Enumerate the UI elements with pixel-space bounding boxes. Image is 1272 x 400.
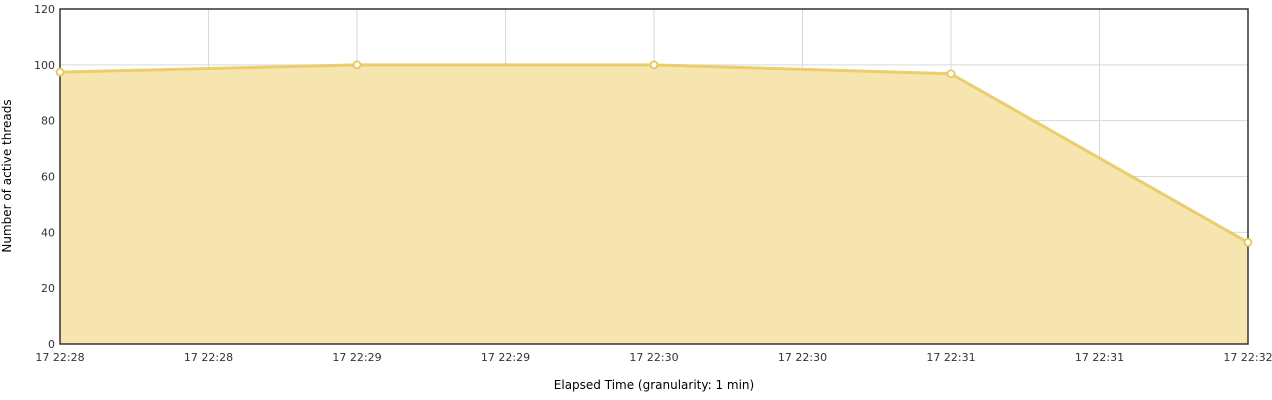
x-tick-label: 17 22:31 bbox=[926, 351, 975, 364]
x-tick-label: 17 22:30 bbox=[629, 351, 678, 364]
area-layer bbox=[59, 63, 1249, 344]
x-tick-label: 17 22:29 bbox=[332, 351, 381, 364]
y-tick-label: 60 bbox=[41, 171, 55, 184]
x-tick-label: 17 22:28 bbox=[184, 351, 233, 364]
y-tick-label: 20 bbox=[41, 282, 55, 295]
points bbox=[55, 60, 1253, 247]
x-tick-label: 17 22:30 bbox=[778, 351, 827, 364]
y-tick-label: 120 bbox=[34, 3, 55, 16]
data-point bbox=[55, 67, 65, 77]
y-tick-label: 80 bbox=[41, 115, 55, 128]
data-point bbox=[352, 60, 362, 70]
x-axis-ticks: 17 22:28 17 22:28 17 22:29 17 22:29 17 22:30… bbox=[35, 351, 1272, 364]
x-tick-label: 17 22:32 bbox=[1223, 351, 1272, 364]
data-point bbox=[649, 60, 659, 70]
x-tick-label: 17 22:29 bbox=[481, 351, 530, 364]
series-area bbox=[60, 64, 1248, 344]
x-tick-label: 17 22:31 bbox=[1075, 351, 1124, 364]
x-tick-label: 17 22:28 bbox=[35, 351, 84, 364]
y-tick-label: 40 bbox=[41, 226, 55, 239]
x-axis-label: Elapsed Time (granularity: 1 min) bbox=[554, 378, 754, 392]
data-point bbox=[1243, 237, 1253, 247]
y-tick-label: 100 bbox=[34, 59, 55, 72]
y-tick-label: 0 bbox=[48, 338, 55, 351]
plot-frame bbox=[59, 8, 1249, 345]
y-axis-label: Number of active threads bbox=[0, 99, 14, 252]
y-axis-ticks: 0 20 40 60 80 100 120 bbox=[34, 3, 55, 351]
data-point bbox=[946, 69, 956, 79]
